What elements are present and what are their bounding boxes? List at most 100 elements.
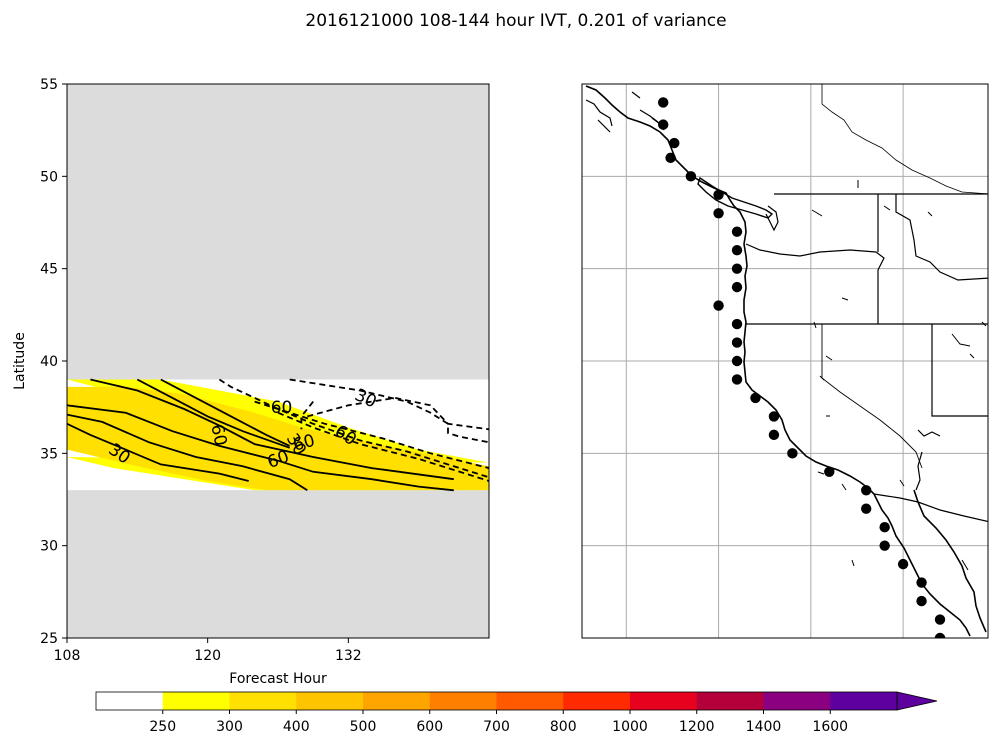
contour-label: 60 (206, 422, 230, 447)
vancouver-island (697, 176, 774, 219)
contour-label: 30 (351, 385, 379, 412)
dashed-contour (218, 378, 489, 479)
colorbar-cell (763, 692, 831, 710)
landfall-point (731, 355, 743, 367)
landfall-point (731, 245, 743, 256)
x-axis-label: Forecast Hour (229, 671, 327, 687)
nevada-utah-border (931, 324, 988, 417)
map-gridlines (582, 84, 988, 638)
landfall-point (787, 448, 798, 459)
landfall-point (916, 577, 927, 588)
puget-sound (765, 205, 779, 232)
x-tick-label: 108 (54, 648, 81, 664)
ivt-fill-300-400 (67, 386, 489, 491)
colorbar-cell (96, 692, 164, 710)
wa-or-border (745, 243, 885, 324)
solid-contour (90, 378, 454, 481)
figure-title: 2016121000 108-144 hour IVT, 0.201 of va… (305, 11, 726, 31)
colorbar-cell (229, 692, 297, 710)
colorbar-tick-label: 600 (416, 719, 443, 735)
colorbar-cell (429, 692, 497, 710)
colorbar-tick-label: 400 (283, 719, 310, 735)
colorbar-tick-label: 250 (149, 719, 176, 735)
colorbar-tick-label: 800 (550, 719, 577, 735)
map-coastline-borders (585, 84, 988, 637)
colorbar-tick-label: 500 (350, 719, 377, 735)
dashed-contour (307, 396, 489, 431)
colorbar-cell (162, 692, 230, 710)
landfall-point (731, 318, 743, 330)
y-axis-label: Latitude (12, 332, 28, 390)
landfall-point (916, 595, 927, 607)
landfall-point (665, 152, 676, 164)
landfall-point (713, 208, 724, 219)
x-tick-label: 120 (194, 648, 221, 664)
province-boundary (821, 84, 988, 195)
bc-islands (585, 91, 665, 133)
idaho-border (895, 194, 988, 281)
colorbar-tick-label: 1600 (812, 719, 848, 735)
landfall-point (685, 171, 697, 182)
landfall-point (731, 374, 743, 385)
contour-label: 60 (271, 398, 293, 418)
landfall-point (897, 558, 909, 570)
landfall-point (669, 137, 680, 149)
colorbar-cell (830, 692, 898, 710)
solid-contour (160, 378, 291, 447)
map-frame (581, 83, 989, 639)
landfall-point (934, 614, 946, 625)
y-tick-label: 40 (40, 354, 58, 370)
y-tick-label: 30 (40, 539, 58, 555)
dashed-contour (254, 400, 489, 469)
landfall-point (879, 540, 890, 551)
y-tick-label: 35 (40, 446, 58, 462)
coastline (585, 85, 971, 637)
landfall-point (768, 429, 780, 441)
landfall-point (713, 189, 724, 200)
lakes (811, 180, 987, 571)
landfall-point (658, 97, 669, 108)
landfall-point (658, 119, 669, 130)
solid-contour (136, 378, 291, 449)
landfall-point (750, 392, 761, 404)
colorbar-cell (563, 692, 631, 710)
y-tick-label: 25 (40, 631, 58, 647)
colorbar-cell (363, 692, 431, 710)
ca-nv-border (821, 324, 923, 469)
colorbar-extend-arrow (896, 691, 938, 711)
colorbar: 250 300 400 500 600 700 800 1000 1200 1400 1600 (95, 691, 938, 735)
solid-contour (67, 413, 308, 492)
landfall-point (731, 226, 743, 237)
colorbar-cell (696, 692, 764, 710)
colorbar-tick-label: 700 (483, 719, 510, 735)
landfall-point (713, 300, 724, 311)
colorbar-cell (496, 692, 564, 710)
gulf-coastline (913, 489, 987, 633)
map-panel (581, 83, 989, 639)
landfall-point (731, 281, 743, 293)
colorbar-cell (630, 692, 698, 710)
us-mexico-border (873, 493, 988, 523)
landfall-point (768, 411, 780, 422)
landfall-point (861, 485, 872, 496)
landfall-point (879, 522, 890, 533)
ar-landfall-points (658, 97, 946, 638)
colorbar-tick-label: 300 (216, 719, 243, 735)
colorbar-tick-label: 1000 (612, 719, 648, 735)
colorbar-tick-label: 1200 (679, 719, 715, 735)
colorbar-tick-label: 1400 (746, 719, 782, 735)
solid-contour (67, 404, 454, 492)
y-axis-ticks: 25 30 35 40 45 50 55 (40, 77, 67, 647)
landfall-point (861, 503, 872, 514)
x-tick-label: 132 (335, 648, 362, 664)
colorado-river (915, 429, 941, 491)
masked-region (67, 84, 489, 380)
colorbar-cell (296, 692, 364, 710)
y-tick-label: 50 (40, 169, 58, 185)
landfall-point (934, 632, 946, 638)
landfall-point (824, 466, 835, 477)
x-axis-ticks: 108 120 132 (54, 638, 362, 664)
